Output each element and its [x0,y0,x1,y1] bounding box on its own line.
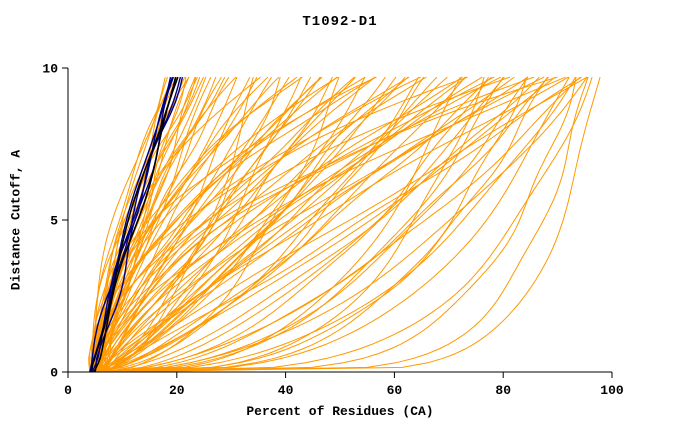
model-curves-orange-curve [108,76,581,373]
model-curves-orange-curve [94,76,463,373]
model-curves-orange-curve [103,76,576,373]
model-curves-orange-curve [100,76,535,373]
model-curves-orange-curve [97,76,556,373]
model-curves-group [88,76,601,373]
chart-title: T1092-D1 [302,14,378,30]
model-curves-orange-curve [97,76,406,373]
model-curves-orange-curve [89,76,376,373]
model-curves-orange-curve [94,76,273,373]
best-curves-black-curve [90,76,177,373]
model-curves-orange-curve [95,76,425,373]
model-curves-orange-curve [100,76,593,373]
model-curves-orange-curve [94,76,312,373]
model-curves-orange-curve [106,76,485,373]
model-curves-orange-curve [103,76,528,373]
model-curves-orange-curve [100,76,258,373]
model-curves-orange-curve [102,76,339,373]
x-tick-label: 80 [495,383,511,398]
model-curves-orange-curve [105,76,409,373]
model-curves-orange-curve [100,76,558,373]
model-curves-orange-curve [108,76,548,373]
x-tick-label: 40 [278,383,294,398]
model-curves-orange-curve [92,76,377,373]
model-curves-orange-curve [108,76,569,373]
model-curves-orange-curve [100,76,321,373]
model-curves-orange-curve [103,76,438,373]
y-axis-label: Distance Cutoff, A [8,149,24,291]
y-tick-label: 10 [42,62,58,77]
model-curves-orange-curve [105,76,467,373]
x-tick-label: 60 [387,383,403,398]
model-curves-orange-curve [105,76,421,373]
model-curves-orange-curve [97,76,504,373]
model-curves-orange-curve [100,76,461,373]
model-curves-orange-curve [106,77,577,373]
y-tick-label: 5 [50,214,58,229]
y-tick-label: 0 [50,366,58,381]
model-curves-orange-curve [100,76,323,373]
model-curves-orange-curve [105,76,495,373]
model-curves-orange-curve [102,76,230,373]
model-curves-orange-curve [95,76,570,373]
best-curves-group [90,76,179,373]
x-axis-label: Percent of Residues (CA) [246,404,434,419]
model-curves-orange-curve [103,76,492,373]
model-curves-orange-curve [94,76,515,373]
best-curves-black-curve [93,76,179,373]
model-curves-orange-curve [100,76,397,373]
x-tick-label: 0 [64,383,72,398]
reference-curves-navy-curve [89,76,182,373]
model-curves-orange-curve [95,76,582,373]
model-curves-orange-curve [100,76,601,373]
model-curves-orange-curve [89,76,238,373]
model-curves-orange-curve [92,76,420,373]
model-curves-orange-curve [100,76,466,373]
model-curves-orange-curve [100,76,529,373]
model-curves-orange-curve [111,76,589,373]
x-tick-label: 100 [600,383,624,398]
model-curves-orange-curve [89,76,386,373]
x-tick-label: 20 [169,383,185,398]
tick-labels-group: 0 20 40 60 80 100 0 5 10 [42,62,624,399]
model-curves-orange-curve [106,76,540,373]
model-curves-orange-curve [94,76,566,373]
model-curves-orange-curve [106,76,588,373]
model-curves-orange-curve [94,76,588,373]
model-curves-orange-curve [100,76,483,373]
